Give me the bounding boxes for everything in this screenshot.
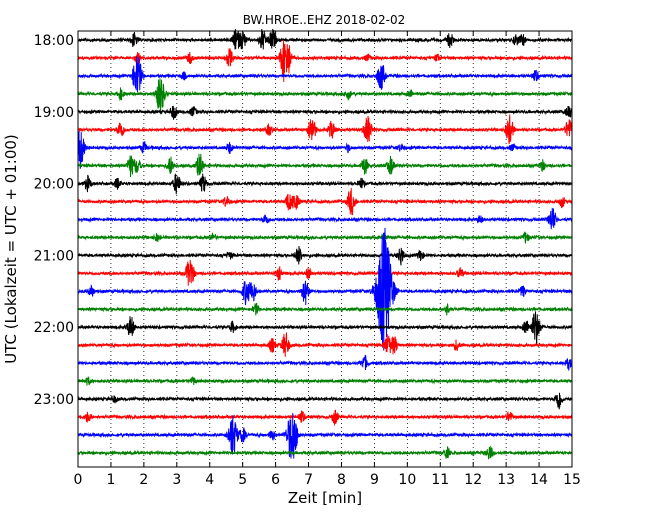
y-tick-label-2200: 22:00 (34, 320, 74, 336)
axis-layer: 0 1 2 3 4 5 6 7 8 9 10 11 12 13 14 1518:0019:0020:0021:… (34, 31, 581, 488)
y-tick-label-2000: 20:00 (34, 177, 74, 193)
trace-1815 (77, 39, 573, 82)
trace-2245 (77, 376, 573, 386)
x-tick-label-4: 4 (205, 472, 214, 488)
trace-2015 (77, 187, 573, 216)
trace-2045 (77, 231, 573, 244)
x-tick-label-5: 5 (238, 472, 247, 488)
x-tick-label-3: 3 (172, 472, 181, 488)
x-tick-label-10: 10 (398, 472, 416, 488)
trace-2230 (77, 354, 573, 372)
x-tick-label-9: 9 (370, 472, 379, 488)
trace-1945 (77, 153, 573, 178)
y-tick-label-1900: 19:00 (34, 105, 74, 121)
trace-2345 (77, 446, 573, 460)
x-tick-label-6: 6 (271, 472, 280, 488)
trace-1915 (77, 114, 573, 145)
trace-2145 (77, 302, 573, 316)
trace-2115 (77, 259, 573, 286)
trace-2030 (77, 207, 573, 230)
trace-2300 (77, 392, 573, 410)
chart-title: BW.HROE..EHZ 2018-02-02 (243, 13, 406, 27)
x-tick-label-15: 15 (563, 472, 581, 488)
x-tick-label-14: 14 (530, 472, 548, 488)
grid-layer (110, 31, 540, 467)
x-tick-label-11: 11 (431, 472, 449, 488)
x-tick-label-7: 7 (304, 472, 313, 488)
x-tick-label-12: 12 (464, 472, 482, 488)
trace-layer (77, 28, 573, 460)
y-tick-label-1800: 18:00 (34, 33, 74, 49)
x-tick-label-0: 0 (74, 472, 83, 488)
trace-2000 (77, 172, 573, 195)
trace-2100 (77, 245, 573, 266)
x-axis-label: Zeit [min] (288, 489, 362, 507)
y-tick-label-2300: 23:00 (34, 392, 74, 408)
x-tick-label-2: 2 (139, 472, 148, 488)
trace-2215 (77, 332, 573, 357)
trace-2130 (77, 227, 573, 351)
y-tick-label-2100: 21:00 (34, 248, 74, 264)
x-tick-label-8: 8 (337, 472, 346, 488)
trace-1845 (77, 78, 573, 115)
trace-1900 (77, 105, 573, 120)
trace-2315 (77, 409, 573, 427)
trace-2330 (77, 413, 573, 459)
plot-frame (77, 30, 573, 468)
trace-2200 (77, 311, 573, 345)
trace-1930 (77, 131, 573, 169)
trace-1830 (77, 56, 573, 92)
trace-1800 (77, 28, 573, 50)
x-tick-label-13: 13 (497, 472, 515, 488)
x-tick-label-1: 1 (106, 472, 115, 488)
y-axis-label: UTC (Lokalzeit = UTC + 01:00) (2, 134, 20, 364)
